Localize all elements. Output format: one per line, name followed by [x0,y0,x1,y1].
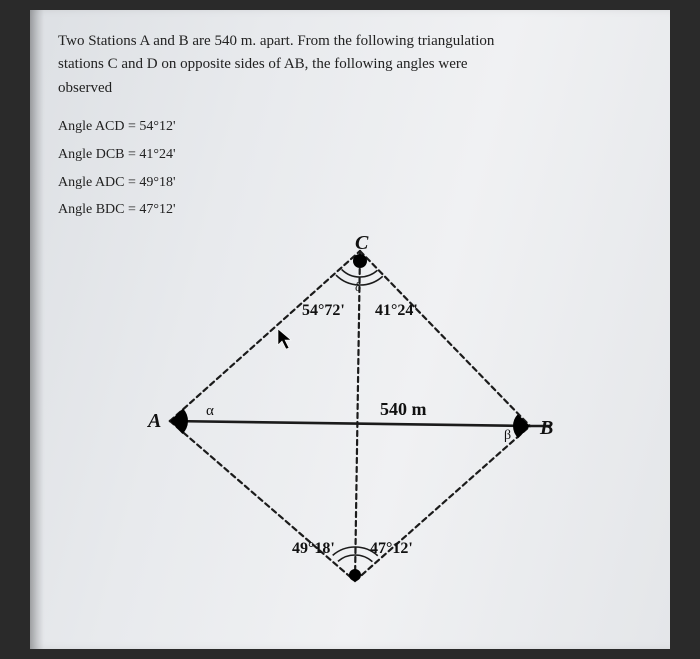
angle-value: 54°12' [139,119,175,134]
svg-text:41°24': 41°24' [375,302,418,319]
svg-text:A: A [146,410,161,432]
angle-item: Angle BDC = 47°12' [58,197,642,223]
angle-item: Angle ACD = 54°12' [58,114,642,140]
statement-line: Two Stations A and B are 540 m. apart. F… [58,30,642,53]
equals: = [128,119,139,134]
triangulation-diagram: C A B 54°72' 41°24' 49°18' 47°12' 540 m α β δ [130,231,570,591]
diagram-container: C A B 54°72' 41°24' 49°18' 47°12' 540 m α β δ [58,231,642,591]
equals: = [128,175,139,190]
svg-text:C: C [355,232,369,254]
angle-label: Angle BDC [58,202,125,217]
svg-text:540 m: 540 m [380,399,427,419]
angle-label: Angle DCB [58,147,125,162]
svg-text:β: β [504,428,511,443]
svg-text:54°72': 54°72' [302,302,345,319]
svg-text:δ: δ [355,279,361,294]
svg-text:B: B [539,417,553,439]
statement-line: observed [58,77,642,100]
problem-statement: Two Stations A and B are 540 m. apart. F… [58,30,642,100]
angle-value: 49°18' [139,175,175,190]
svg-text:49°18': 49°18' [292,540,335,557]
angle-item: Angle DCB = 41°24' [58,142,642,168]
angle-item: Angle ADC = 49°18' [58,170,642,196]
page: Two Stations A and B are 540 m. apart. F… [30,10,670,649]
svg-text:α: α [206,403,214,419]
angle-value: 47°12' [139,202,175,217]
svg-text:47°12': 47°12' [370,540,413,557]
statement-line: stations C and D on opposite sides of AB… [58,53,642,76]
angle-value: 41°24' [139,147,175,162]
angle-label: Angle ACD [58,119,125,134]
angle-list: Angle ACD = 54°12' Angle DCB = 41°24' An… [58,114,642,224]
equals: = [128,147,139,162]
angle-label: Angle ADC [58,175,125,190]
equals: = [128,202,139,217]
